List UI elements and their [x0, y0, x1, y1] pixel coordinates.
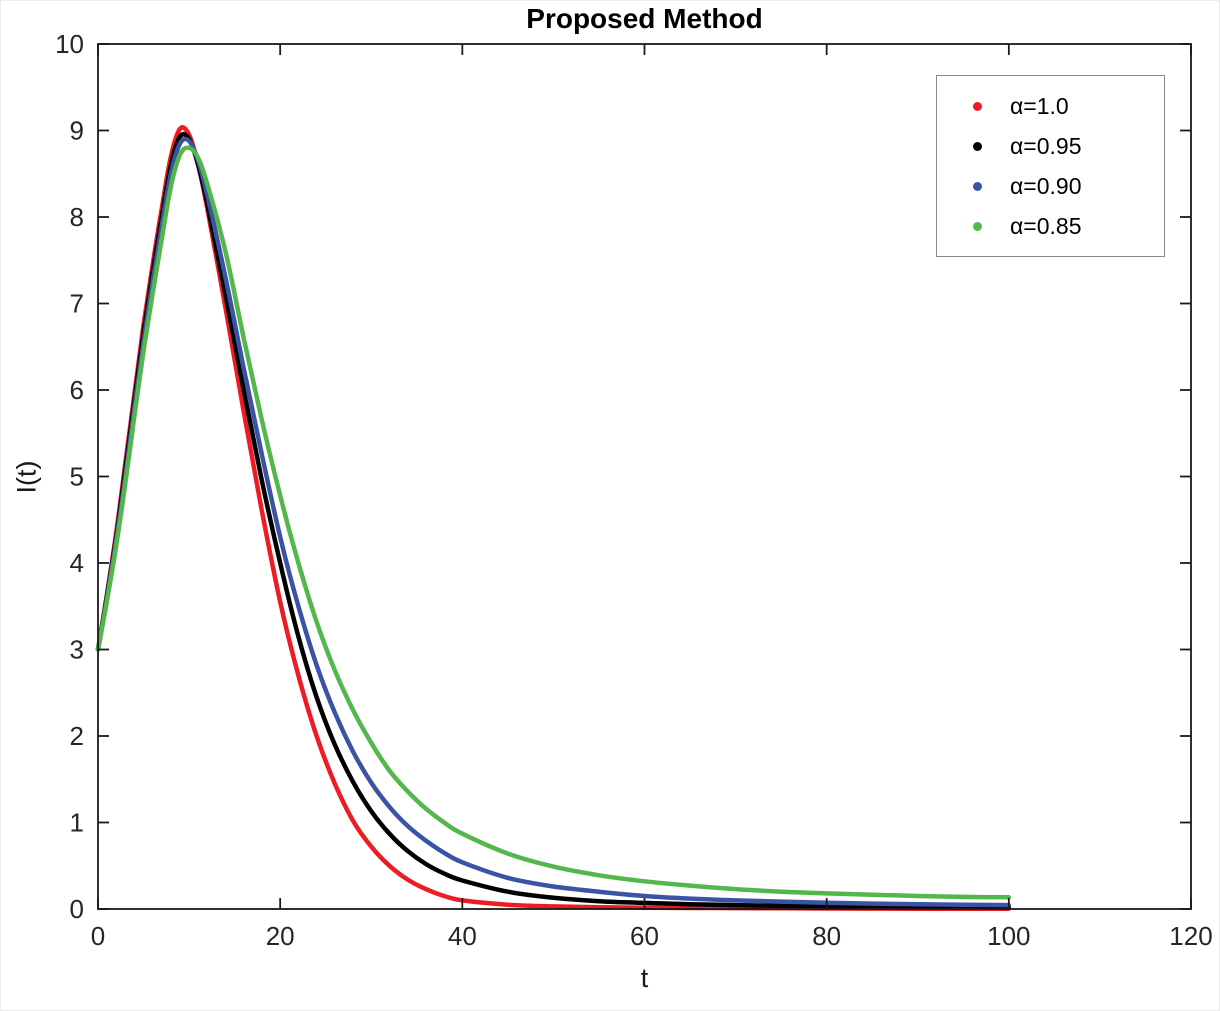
legend-item: α=0.90 [937, 173, 1164, 200]
y-tick-label: 8 [70, 202, 84, 232]
legend-dot-icon [973, 101, 982, 111]
y-tick-label: 9 [70, 116, 84, 146]
series-line [95, 132, 1012, 910]
x-tick-label: 120 [1169, 921, 1212, 951]
series-line [95, 125, 1012, 911]
y-tick-label: 1 [70, 808, 84, 838]
y-tick-label: 2 [70, 721, 84, 751]
legend-dot-icon [973, 181, 982, 191]
series-line [95, 136, 1012, 908]
legend-item: α=1.0 [937, 93, 1164, 120]
y-tick-label: 5 [70, 462, 84, 492]
legend-item: α=0.95 [937, 133, 1164, 160]
legend-item: α=0.85 [937, 213, 1164, 240]
series-line [95, 145, 1012, 900]
y-tick-label: 6 [70, 375, 84, 405]
x-tick-label: 100 [987, 921, 1030, 951]
legend: α=1.0 α=0.95 α=0.90 α=0.85 [936, 75, 1165, 257]
legend-item-label: α=0.95 [1010, 132, 1082, 159]
x-tick-label: 0 [91, 921, 105, 951]
x-axis-label: t [640, 963, 649, 993]
legend-item-label: α=0.90 [1010, 172, 1082, 199]
legend-item-label: α=0.85 [1010, 212, 1082, 239]
chart-title: Proposed Method [526, 3, 763, 34]
x-tick-label: 60 [630, 921, 659, 951]
legend-dot-icon [973, 221, 982, 231]
y-tick-label: 7 [70, 289, 84, 319]
y-tick-label: 10 [55, 29, 84, 59]
y-tick-label: 0 [70, 894, 84, 924]
legend-item-label: α=1.0 [1010, 92, 1069, 119]
y-tick-label: 3 [70, 635, 84, 665]
x-tick-label: 80 [812, 921, 841, 951]
x-tick-label: 20 [266, 921, 295, 951]
y-tick-label: 4 [70, 548, 84, 578]
y-axis-label: I(t) [11, 460, 42, 494]
x-tick-label: 40 [448, 921, 477, 951]
legend-dot-icon [973, 141, 982, 151]
